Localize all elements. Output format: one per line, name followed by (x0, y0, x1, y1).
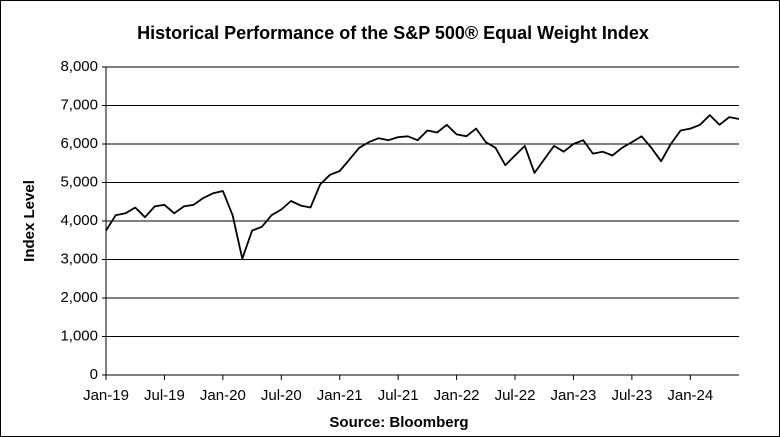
x-tick-label: Jul-20 (261, 387, 302, 404)
x-axis-label: Source: Bloomberg (329, 414, 468, 431)
y-tick-label: 4,000 (60, 212, 98, 229)
x-tick-label: Jul-22 (495, 387, 536, 404)
y-tick-label: 3,000 (60, 250, 98, 267)
x-tick-label: Jul-21 (378, 387, 419, 404)
y-tick-label: 7,000 (60, 96, 98, 113)
chart-title: Historical Performance of the S&P 500® E… (137, 23, 649, 43)
y-tick-label: 2,000 (60, 289, 98, 306)
x-tick-label: Jan-19 (83, 387, 129, 404)
y-tick-label: 5,000 (60, 173, 98, 190)
y-tick-label: 6,000 (60, 135, 98, 152)
x-tick-label: Jul-23 (611, 387, 652, 404)
x-tick-label: Jan-23 (551, 387, 597, 404)
x-tick-label: Jan-20 (200, 387, 246, 404)
x-tick-label: Jan-21 (317, 387, 363, 404)
y-tick-label: 8,000 (60, 58, 98, 75)
y-tick-label: 1,000 (60, 327, 98, 344)
series-line (105, 114, 740, 260)
y-tick-label: 0 (90, 366, 98, 383)
x-tick-label: Jan-24 (667, 387, 713, 404)
x-tick-label: Jul-19 (144, 387, 185, 404)
y-axis-label: Index Level (21, 180, 38, 262)
x-tick-label: Jan-22 (434, 387, 480, 404)
